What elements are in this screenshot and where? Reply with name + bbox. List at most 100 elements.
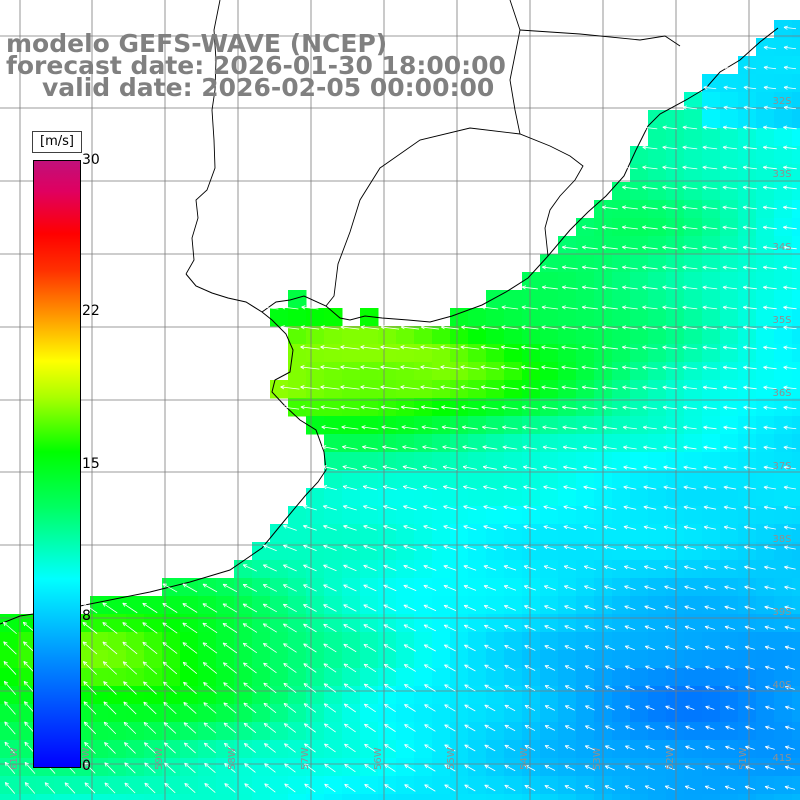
wind-speed-cell [432, 326, 451, 345]
wind-speed-cell [396, 560, 415, 579]
wind-arrow [521, 305, 539, 310]
wind-speed-cell [396, 326, 415, 345]
wind-arrow [103, 681, 117, 695]
wind-arrow [323, 703, 337, 713]
wind-speed-cell [450, 326, 469, 345]
wind-arrow [320, 405, 340, 410]
wind-speed-cell [666, 632, 685, 651]
wind-speed-cell [630, 380, 649, 399]
wind-speed-cell [576, 740, 595, 759]
wind-speed-cell [792, 452, 800, 471]
wind-speed-cell [630, 668, 649, 687]
wind-speed-cell [396, 668, 415, 687]
wind-speed-cell [702, 704, 721, 723]
latitude-label: 37S [772, 461, 791, 472]
wind-speed-cell [792, 614, 800, 633]
wind-speed-cell [360, 326, 379, 345]
wind-arrow [524, 645, 536, 651]
wind-speed-cell [144, 740, 163, 759]
wind-arrow [283, 544, 297, 552]
wind-arrow [383, 544, 397, 551]
wind-speed-cell [756, 794, 775, 800]
wind-speed-cell [702, 740, 721, 759]
wind-arrow [682, 385, 698, 390]
wind-arrow [722, 285, 738, 290]
wind-arrow [463, 584, 477, 591]
wind-speed-cell [774, 326, 793, 345]
wind-speed-cell [270, 650, 289, 669]
wind-arrow [142, 661, 158, 675]
wind-arrow [543, 465, 557, 470]
wind-speed-cell [612, 488, 631, 507]
wind-speed-cell [720, 200, 739, 219]
wind-arrow [783, 465, 797, 470]
wind-arrow [182, 583, 198, 593]
wind-speed-cell [648, 452, 667, 471]
wind-arrow [642, 245, 658, 250]
wind-speed-cell [792, 308, 800, 327]
wind-arrow [764, 785, 776, 790]
longitude-label: 51W [738, 747, 749, 770]
wind-arrow [283, 682, 297, 693]
wind-speed-cell [630, 614, 649, 633]
wind-arrow [603, 525, 617, 530]
wind-arrow [242, 584, 258, 592]
wind-speed-cell [648, 668, 667, 687]
wind-speed-cell [486, 632, 505, 651]
wind-arrow [722, 125, 737, 130]
wind-speed-cell [558, 506, 577, 525]
wind-arrow [723, 465, 737, 470]
wind-arrow [722, 145, 738, 150]
wind-speed-cell [288, 794, 307, 800]
wind-arrow [725, 745, 735, 750]
wind-speed-cell [288, 578, 307, 597]
wind-speed-cell [342, 506, 361, 525]
wind-speed-cell [414, 578, 433, 597]
wind-speed-cell [792, 146, 800, 165]
wind-speed-cell [666, 362, 685, 381]
wind-speed-cell [612, 650, 631, 669]
wind-arrow [382, 445, 398, 450]
wind-speed-cell [378, 542, 397, 561]
wind-speed-cell [486, 452, 505, 471]
wind-speed-cell [738, 326, 757, 345]
wind-speed-cell [144, 794, 163, 800]
wind-speed-cell [684, 614, 703, 633]
wind-arrow [321, 425, 339, 430]
wind-speed-cell [414, 326, 433, 345]
wind-arrow [784, 765, 795, 770]
wind-speed-cell [414, 632, 433, 651]
wind-arrow [783, 425, 797, 430]
wind-speed-cell [702, 254, 721, 273]
wind-speed-cell [468, 524, 487, 543]
wind-speed-cell [576, 344, 595, 363]
wind-arrow [403, 604, 417, 612]
wind-arrow [764, 605, 776, 610]
wind-speed-cell [288, 704, 307, 723]
wind-arrow [4, 741, 16, 755]
wind-speed-cell [738, 92, 757, 111]
wind-speed-cell [720, 632, 739, 651]
wind-arrow [524, 764, 536, 771]
wind-arrow [682, 185, 698, 190]
wind-speed-cell [522, 758, 541, 777]
wind-speed-cell [414, 794, 433, 800]
wind-arrow [744, 565, 756, 570]
wind-speed-cell [774, 236, 793, 255]
wind-speed-cell [288, 776, 307, 795]
wind-arrow [723, 85, 737, 90]
wind-arrow [682, 145, 698, 150]
wind-speed-cell [360, 560, 379, 579]
wind-speed-cell [504, 398, 523, 417]
wind-arrow [461, 425, 478, 430]
wind-speed-cell [648, 110, 667, 129]
wind-speed-cell [468, 488, 487, 507]
wind-arrow [581, 325, 599, 330]
wind-speed-cell [522, 308, 541, 327]
wind-speed-cell [522, 362, 541, 381]
wind-arrow [604, 605, 616, 611]
wind-speed-cell [414, 686, 433, 705]
wind-speed-cell [738, 632, 757, 651]
wind-speed-cell [684, 596, 703, 615]
wind-arrow [705, 745, 715, 750]
